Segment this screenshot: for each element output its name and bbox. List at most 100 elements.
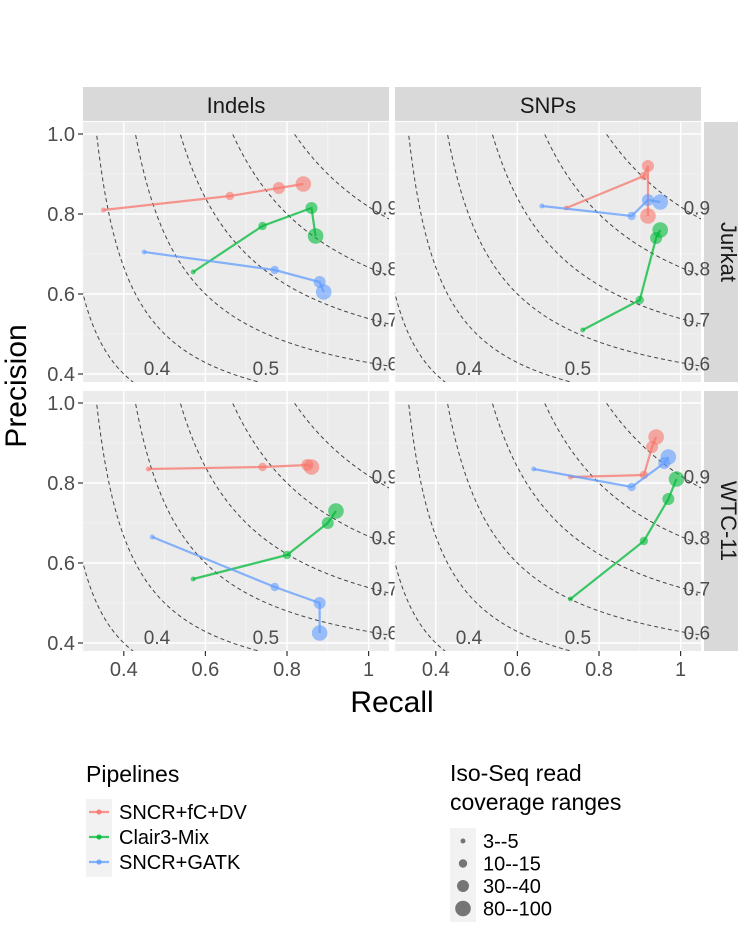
- facet-label-indels: Indels: [207, 93, 266, 118]
- iso-f1-label: 0.4: [456, 359, 483, 380]
- series-sncr-fc-dv: [100, 176, 312, 213]
- iso-f1-label: 0.9: [372, 468, 398, 489]
- iso-f1-curve-0.5: [96, 404, 261, 651]
- point-clair3-mix-0: [567, 596, 573, 602]
- point-clair3-mix-3: [652, 222, 668, 238]
- iso-f1-label: 0.4: [144, 628, 171, 649]
- y-tick-label: 0.4: [47, 364, 75, 386]
- x-tick-label: 0.6: [503, 659, 531, 681]
- point-sncr-fc-dv-1: [225, 191, 235, 201]
- iso-f1-label: 0.9: [684, 468, 710, 489]
- pipelines-legend: Pipelines SNCR+fC+DV Clair3-Mix SNCR+GATK: [86, 761, 247, 877]
- series-line-clair3-mix: [192, 206, 317, 273]
- y-tick-label: 0.6: [47, 553, 75, 575]
- iso-f1-label: 0.5: [565, 628, 591, 649]
- point-sncr-gatk-1: [270, 582, 279, 592]
- series-sncr-gatk: [539, 194, 668, 221]
- point-clair3-mix-2: [305, 202, 318, 214]
- iso-f1-label: 0.8: [684, 259, 710, 280]
- iso-f1-label: 0.7: [372, 311, 398, 332]
- size-legend-title-line-1: Iso-Seq read: [450, 760, 582, 786]
- x-tick-label: 0.8: [585, 659, 613, 681]
- point-clair3-mix-0: [190, 269, 196, 275]
- panel-indels-wtc11: 0.4 0.5 0.6 0.7 0.8 0.9: [82, 391, 398, 651]
- facet-label-snps: SNPs: [520, 93, 576, 118]
- series-line-sncr-fc-dv: [103, 182, 304, 212]
- x-axis-title: Recall: [350, 686, 433, 719]
- point-clair3-mix-3: [328, 503, 344, 519]
- point-sncr-gatk-1: [627, 211, 636, 221]
- point-clair3-mix-1: [258, 221, 267, 231]
- iso-f1-label: 0.8: [372, 528, 398, 549]
- iso-f1-label: 0.6: [372, 355, 398, 376]
- point-sncr-fc-dv-0: [100, 207, 106, 213]
- iso-f1-curve-0.5: [408, 135, 573, 382]
- iso-f1-label: 0.6: [684, 624, 710, 645]
- iso-f1-curve-0.8: [232, 134, 389, 277]
- point-sncr-gatk-1: [627, 482, 636, 492]
- x-tick-label: 0.8: [273, 659, 301, 681]
- y-tick-label: 0.8: [47, 204, 75, 226]
- legend-key-dot-sncr-gatk: [96, 859, 102, 865]
- y-axis-ticks: 0.4 0.6 0.8 1.0 0.4 0.6 0.8 1.0: [47, 124, 83, 655]
- panel-background: [83, 391, 389, 651]
- point-sncr-gatk-3: [652, 194, 668, 210]
- point-sncr-fc-dv-1: [639, 171, 649, 181]
- iso-f1-label: 0.9: [372, 199, 398, 220]
- size-legend-title-line-2: coverage ranges: [450, 789, 621, 815]
- legend-key-dot-sncr-fc-dv: [96, 809, 102, 815]
- x-tick-label: 0.4: [422, 659, 450, 681]
- panel-indels-jurkat: 0.4 0.5 0.6 0.7 0.8 0.9: [82, 122, 398, 382]
- point-sncr-gatk-2: [313, 597, 326, 609]
- iso-f1-label: 0.8: [684, 528, 710, 549]
- panel-snps-wtc11: 0.4 0.5 0.6 0.7 0.8 0.9: [394, 391, 710, 651]
- point-sncr-gatk-3: [311, 625, 328, 641]
- panel-snps-jurkat: 0.4 0.5 0.6 0.7 0.8 0.9: [394, 122, 710, 382]
- facet-strip-jurkat: [704, 122, 738, 382]
- y-tick-label: 0.8: [47, 473, 75, 495]
- series-sncr-fc-dv: [567, 429, 664, 480]
- point-sncr-gatk-2: [641, 194, 654, 206]
- point-clair3-mix-3: [307, 228, 324, 244]
- facet-strip-indels: [83, 87, 389, 121]
- iso-f1-label: 0.7: [684, 580, 710, 601]
- facet-strip-wtc11: [704, 391, 738, 651]
- series-clair3-mix: [580, 222, 668, 333]
- size-legend-key-3: [455, 900, 471, 917]
- iso-f1-curve-0.8: [544, 403, 701, 546]
- y-axis-title: Precision: [0, 324, 33, 447]
- iso-f1-label: 0.5: [253, 628, 279, 649]
- point-sncr-fc-dv-0: [145, 466, 151, 472]
- point-clair3-mix-1: [639, 536, 649, 546]
- point-clair3-mix-2: [321, 517, 334, 529]
- series-clair3-mix: [567, 471, 685, 602]
- point-sncr-gatk-3: [660, 449, 677, 465]
- size-legend-key-2: [457, 880, 469, 892]
- point-clair3-mix-0: [580, 327, 586, 333]
- series-clair3-mix: [190, 202, 324, 275]
- iso-f1-curve-0.6: [447, 403, 701, 636]
- y-tick-label: 1.0: [47, 124, 75, 146]
- iso-f1-label: 0.4: [456, 628, 483, 649]
- point-sncr-gatk-0: [539, 203, 545, 209]
- point-sncr-fc-dv-2: [272, 182, 285, 194]
- iso-f1-curve-0.9: [606, 403, 701, 489]
- facet-label-jurkat: Jurkat: [716, 222, 741, 282]
- x-tick-label: 0.4: [110, 659, 138, 681]
- y-tick-label: 0.4: [47, 633, 75, 655]
- y-tick-label: 0.6: [47, 284, 75, 306]
- legend-key-dot-clair3-mix: [96, 834, 102, 840]
- point-sncr-gatk-0: [149, 534, 155, 540]
- size-legend-label-2: 30--40: [483, 876, 541, 898]
- series-sncr-gatk: [149, 534, 328, 641]
- point-sncr-gatk-1: [270, 265, 279, 275]
- point-sncr-fc-dv-3: [295, 176, 312, 192]
- x-tick-label: 0.6: [191, 659, 219, 681]
- point-clair3-mix-2: [662, 493, 675, 505]
- point-sncr-gatk-3: [315, 284, 332, 300]
- series-line-clair3-mix: [569, 478, 678, 600]
- size-legend-key-0: [460, 838, 466, 844]
- iso-f1-label: 0.4: [144, 359, 171, 380]
- point-clair3-mix-1: [282, 550, 292, 560]
